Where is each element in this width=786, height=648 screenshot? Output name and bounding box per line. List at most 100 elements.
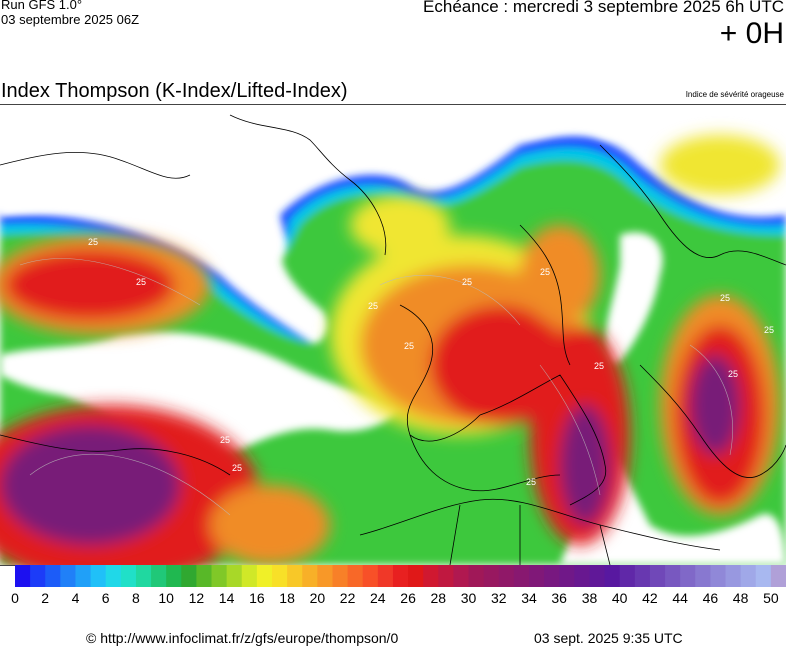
contour-label: 25	[764, 325, 774, 335]
color-scale-swatch	[226, 565, 243, 587]
color-scale-swatch	[256, 565, 273, 587]
color-scale-tick-label: 42	[642, 590, 658, 606]
color-scale-swatch	[90, 565, 107, 587]
forecast-offset: + 0H	[719, 17, 784, 50]
run-date: 03 septembre 2025 06Z	[1, 12, 140, 27]
color-scale-tick-label: 10	[158, 590, 174, 606]
color-scale-swatch	[60, 565, 76, 587]
color-scale-tick-label: 14	[218, 590, 235, 606]
color-scale-swatch	[15, 565, 31, 587]
color-scale-swatch	[665, 565, 681, 587]
color-scale-tick-label: 2	[41, 590, 50, 606]
color-scale-swatch	[755, 565, 772, 587]
color-scale-swatch	[377, 565, 394, 587]
generated-timestamp: 03 sept. 2025 9:35 UTC	[534, 630, 683, 646]
color-scale-swatch	[302, 565, 318, 587]
color-scale-swatch	[347, 565, 364, 587]
color-scale-swatch	[332, 565, 349, 587]
forecast-map: 25 25 25 25 25 25 25 25 25 25 25 25 25 2…	[0, 104, 786, 566]
color-scale-swatch	[619, 565, 636, 587]
color-scale-swatch	[135, 565, 152, 587]
color-scale-swatch	[649, 565, 666, 587]
color-scale-swatch	[740, 565, 757, 587]
color-scale-swatch	[544, 565, 560, 587]
color-scale-swatch	[695, 565, 711, 587]
color-scale-swatch	[241, 565, 258, 587]
contour-label: 25	[594, 361, 604, 371]
color-scale-swatch	[498, 565, 515, 587]
contour-label: 25	[526, 477, 536, 487]
color-scale-swatch	[513, 565, 530, 587]
color-scale-tick-label: 0	[11, 590, 19, 606]
color-scale-swatch	[151, 565, 167, 587]
color-scale-swatch	[770, 565, 786, 587]
color-scale-swatch	[725, 565, 742, 587]
color-scale-swatch	[75, 565, 92, 587]
contour-labels: 25 25 25 25 25 25 25 25 25 25 25 25 25 2…	[70, 237, 774, 487]
run-label: Run GFS 1.0°	[1, 0, 83, 12]
contour-label: 25	[232, 463, 242, 473]
contour-label: 25	[88, 237, 98, 247]
contour-label: 25	[220, 435, 230, 445]
contour-label: 25	[136, 277, 146, 287]
color-scale-swatch	[317, 565, 333, 587]
color-scale-tick-label: 6	[101, 590, 110, 606]
color-scale-tick-label: 22	[339, 590, 356, 606]
color-scale-swatch	[362, 565, 379, 587]
warm-cores	[0, 135, 780, 565]
color-scale-swatch	[196, 565, 213, 587]
color-scale-swatch	[166, 565, 182, 587]
color-scale-swatch	[287, 565, 303, 587]
contour-label: 25	[540, 267, 550, 277]
color-scale-tick-label: 38	[581, 590, 598, 606]
color-scale-swatch	[559, 565, 575, 587]
color-scale-labels: 0 2 4 6 8 10 12 14 16 18 20 22 24 26 28 30 32 34 36 38 40 42 4…	[0, 590, 786, 608]
color-scale-swatch	[529, 565, 545, 587]
color-scale-swatch	[45, 565, 61, 587]
contour-label: 25	[462, 277, 472, 287]
color-scale-swatch	[634, 565, 651, 587]
contour-label: 25	[70, 379, 80, 389]
color-scale-tick-label: 8	[131, 590, 140, 606]
color-scale-swatch	[120, 565, 137, 587]
color-scale-tick-label: 36	[551, 590, 567, 606]
color-scale-bar	[15, 565, 786, 587]
color-scale-tick-label: 18	[279, 590, 295, 606]
coastlines	[0, 114, 786, 565]
color-scale-tick-label: 34	[521, 590, 537, 606]
color-scale-swatch	[574, 565, 590, 587]
contour-label: 25	[404, 341, 414, 351]
color-scale-tick-label: 30	[460, 590, 477, 606]
color-scale-tick-label: 16	[249, 590, 265, 606]
isolines	[19, 258, 733, 516]
color-scale-swatch	[604, 565, 621, 587]
color-scale-tick-label: 46	[702, 590, 719, 606]
contour-label: 25	[368, 301, 378, 311]
color-scale-swatch	[211, 565, 228, 587]
color-scale-tick-label: 20	[309, 590, 326, 606]
color-scale-swatch	[272, 565, 288, 587]
color-scale-swatch	[392, 565, 409, 587]
contour-label: 25	[720, 293, 730, 303]
color-scale-swatch	[710, 565, 727, 587]
color-scale-swatch	[680, 565, 696, 587]
color-scale-swatch	[181, 565, 197, 587]
color-scale-tick-label: 26	[400, 590, 416, 606]
color-scale-swatch	[105, 565, 122, 587]
color-scale-tick-label: 32	[491, 590, 507, 606]
contour-label: 25	[728, 369, 738, 379]
color-scale-swatch	[30, 565, 46, 587]
color-scale-tick-label: 50	[763, 590, 779, 606]
color-scale-swatch	[453, 565, 470, 587]
color-scale-tick-label: 24	[370, 590, 386, 606]
map-subtitle: Indice de sévérité orageuse	[685, 90, 784, 99]
color-scale-tick-label: 12	[188, 590, 205, 606]
color-scale-swatch	[468, 565, 485, 587]
color-scale-swatch	[423, 565, 439, 587]
forecast-time: Echéance : mercredi 3 septembre 2025 6h …	[423, 0, 784, 16]
color-scale-tick-label: 4	[71, 590, 80, 606]
color-scale-tick-label: 40	[611, 590, 628, 606]
color-scale-swatch	[438, 565, 454, 587]
map-canvas: 25 25 25 25 25 25 25 25 25 25 25 25 25 2…	[0, 105, 786, 565]
map-title: Index Thompson (K-Index/Lifted-Index)	[1, 80, 348, 102]
